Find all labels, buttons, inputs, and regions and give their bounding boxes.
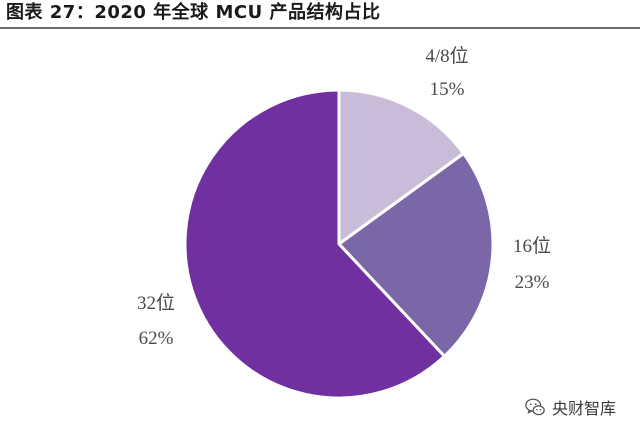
pie-labels: 4/8位 15% 16位 23% 32位 62% (137, 45, 551, 349)
pie-slice-2 (337, 151, 495, 358)
slice-category-label: 16位 (513, 235, 551, 257)
figure-title: 图表 27：2020 年全球 MCU 产品结构占比 (6, 2, 381, 23)
pie-slice-3 (183, 88, 446, 400)
pie-slices (183, 88, 495, 400)
watermark-text: 央财智库 (552, 399, 617, 418)
slice-percent-label: 23% (515, 272, 550, 293)
slice-percent-label: 15% (430, 79, 465, 100)
watermark: 央财智库 (524, 395, 616, 419)
slice-category-label: 32位 (137, 292, 175, 314)
title-divider (0, 27, 640, 29)
wechat-icon (525, 398, 545, 416)
pie-slice-1 (337, 88, 466, 246)
slice-percent-label: 62% (139, 328, 174, 349)
slice-category-label: 4/8位 (425, 45, 468, 67)
